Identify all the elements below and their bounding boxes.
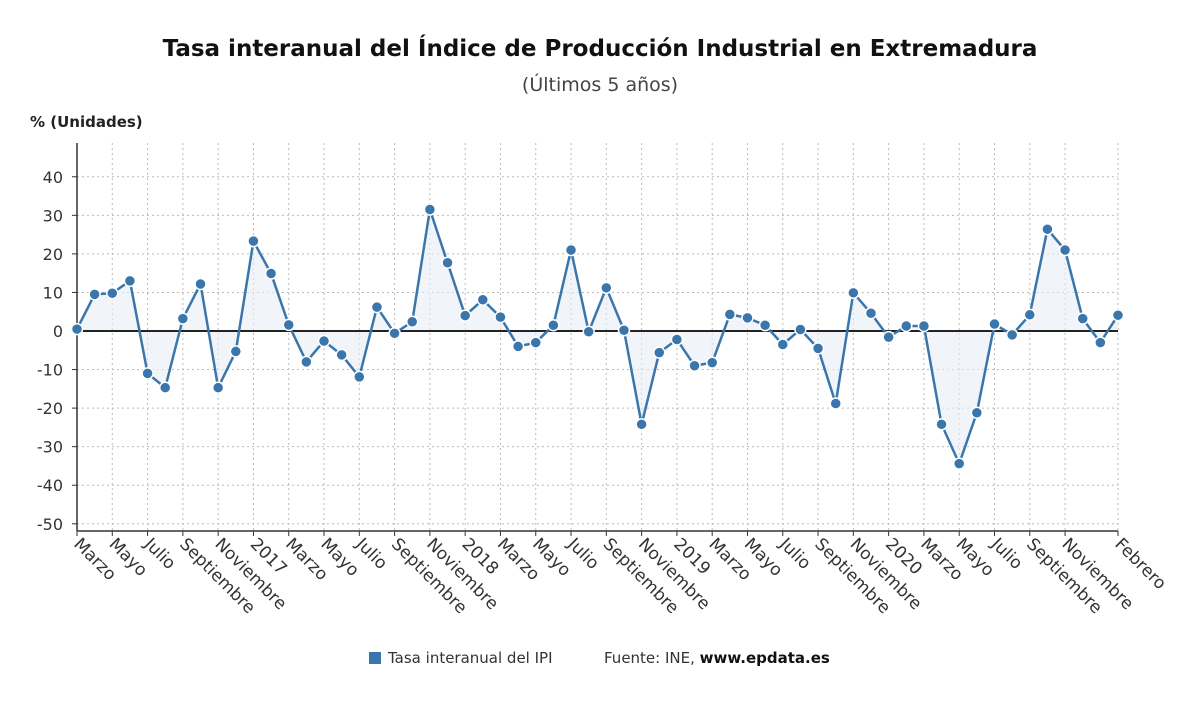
- data-point: [900, 319, 913, 333]
- source-prefix: Fuente: INE,: [604, 649, 700, 667]
- data-point: [1041, 222, 1054, 236]
- y-tick-label: -10: [37, 361, 63, 380]
- legend-swatch: [369, 652, 381, 664]
- data-point: [705, 356, 719, 369]
- data-point: [247, 234, 260, 248]
- series-layer: [70, 203, 1125, 470]
- chart-subtitle: (Últimos 5 años): [522, 72, 678, 96]
- data-point: [1111, 308, 1125, 322]
- y-tick-label: -20: [37, 399, 63, 418]
- data-point: [970, 406, 984, 419]
- y-tick-label: 10: [43, 283, 63, 302]
- data-point: [70, 322, 84, 336]
- y-tick-label: -30: [37, 438, 63, 457]
- data-point: [335, 348, 348, 362]
- data-point: [123, 274, 137, 288]
- data-point: [653, 346, 666, 359]
- data-point: [564, 243, 578, 257]
- data-point: [458, 309, 472, 322]
- data-point: [494, 310, 507, 324]
- legend: Tasa interanual del IPI Fuente: INE, www…: [369, 649, 830, 667]
- data-point: [547, 318, 560, 332]
- y-axis-label: % (Unidades): [30, 113, 143, 131]
- data-point: [758, 318, 772, 332]
- data-point: [688, 359, 701, 372]
- data-point: [194, 277, 207, 291]
- data-point: [935, 418, 948, 431]
- data-point: [88, 288, 101, 301]
- data-point: [741, 311, 754, 325]
- data-point: [511, 340, 525, 353]
- series-area: [77, 209, 1118, 464]
- data-point: [476, 293, 490, 307]
- data-point: [1076, 312, 1089, 325]
- data-point: [811, 342, 825, 355]
- data-point: [141, 367, 154, 380]
- series-line: [75, 209, 1120, 468]
- y-axis-ticks: 40 30 20 10 0 -10 -20 -30 -40 -50: [37, 143, 78, 534]
- grid: [76, 143, 1119, 531]
- data-point: [388, 327, 401, 340]
- data-point: [670, 333, 684, 346]
- data-point: [300, 355, 313, 369]
- data-point: [847, 286, 860, 300]
- y-tick-label: -40: [37, 476, 63, 495]
- y-tick-label: 20: [43, 245, 63, 264]
- data-point: [864, 307, 878, 320]
- data-point: [282, 318, 295, 332]
- legend-label: Tasa interanual del IPI: [387, 649, 553, 667]
- data-point: [1058, 243, 1072, 257]
- x-axis-ticks: MarzoMayoJulioSeptiembreNoviembre2017Mar…: [69, 530, 1170, 618]
- data-point: [211, 381, 225, 394]
- data-point: [1094, 336, 1107, 349]
- data-point: [423, 203, 437, 216]
- data-point: [529, 336, 542, 349]
- data-point: [176, 312, 190, 325]
- data-point: [600, 281, 613, 295]
- source-site: www.epdata.es: [700, 649, 830, 667]
- data-point: [264, 267, 278, 280]
- y-tick-label: 30: [43, 206, 63, 225]
- data-point: [317, 334, 331, 348]
- y-tick-label: 0: [53, 322, 63, 341]
- data-point: [441, 256, 454, 269]
- data-point: [952, 457, 966, 470]
- source-text: Fuente: INE, www.epdata.es: [604, 649, 830, 667]
- data-point: [882, 330, 895, 344]
- data-point: [229, 345, 243, 358]
- data-point: [158, 381, 172, 394]
- data-point: [617, 323, 631, 337]
- y-tick-label: 40: [43, 168, 63, 187]
- data-point: [1023, 308, 1037, 322]
- data-point: [776, 338, 790, 351]
- data-point: [1005, 328, 1019, 342]
- data-point: [405, 315, 419, 328]
- chart-title: Tasa interanual del Índice de Producción…: [163, 34, 1038, 62]
- data-point: [353, 370, 366, 384]
- data-point: [106, 286, 119, 300]
- data-point: [794, 323, 807, 336]
- data-point: [829, 397, 842, 410]
- data-point: [370, 300, 384, 314]
- y-tick-label: -50: [37, 515, 63, 534]
- data-point: [582, 325, 595, 339]
- data-point: [917, 319, 931, 333]
- data-point: [723, 308, 737, 321]
- data-point: [635, 418, 648, 431]
- data-point: [988, 317, 1001, 331]
